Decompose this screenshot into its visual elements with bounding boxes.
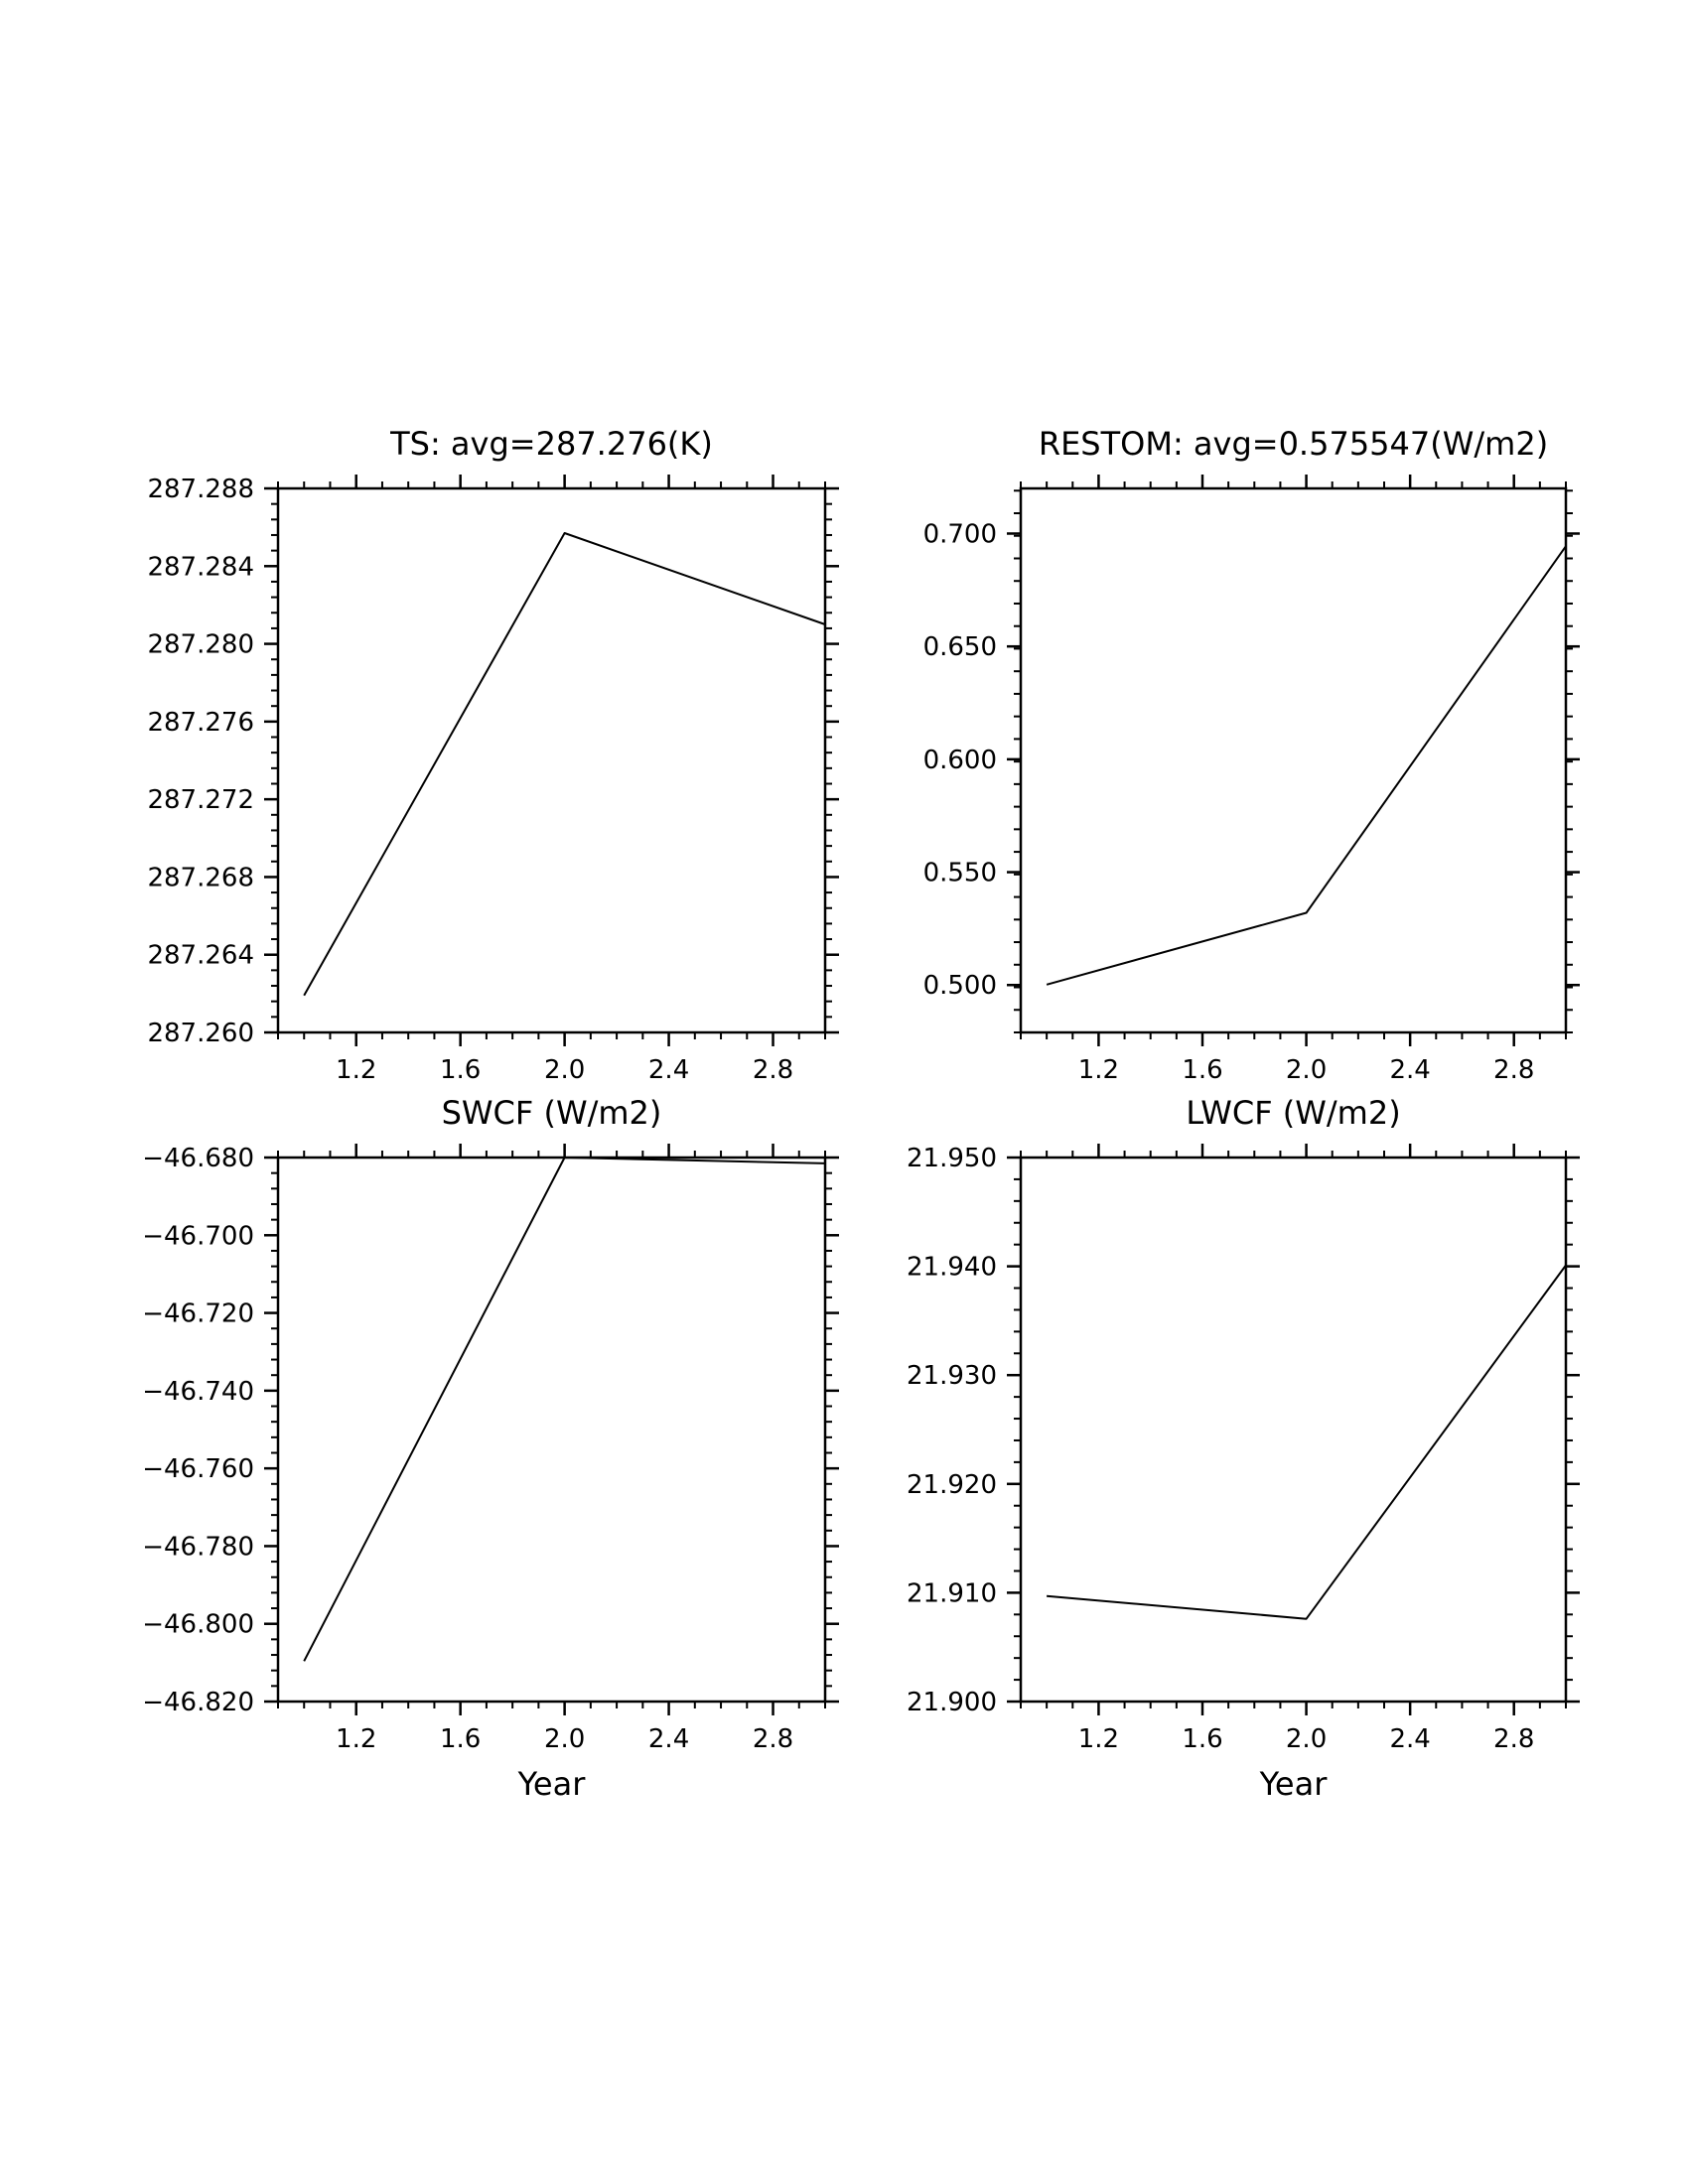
panel-restom: RESTOM: avg=0.575547(W/m2) 1.2 1.6 2.0 2.4 2.… [923,425,1580,1085]
restom-series-line [1046,545,1567,986]
ts-x-tick-label: 1.2 [336,1055,376,1085]
lwcf-x-tick-label: 1.2 [1078,1724,1119,1754]
ts-y-tick-label: 287.260 [147,1019,254,1048]
panel-ts: TS: avg=287.276(K) 1.2 1.6 2.0 2.4 2.8 287.260… [147,425,839,1085]
lwcf-x-tick-label: 1.6 [1182,1724,1222,1754]
swcf-y-tick-label: −46.740 [142,1377,254,1407]
ts-y-tick-label: 287.276 [147,708,254,738]
swcf-x-tick-label: 1.2 [336,1724,376,1754]
swcf-y-tick-label: −46.720 [142,1299,254,1329]
ts-x-tick-label: 2.8 [753,1055,793,1085]
lwcf-y-tick-label: 21.900 [907,1688,997,1717]
restom-x-tick-label: 1.2 [1078,1055,1119,1085]
ts-y-tick-label: 287.272 [147,785,254,815]
swcf-x-tick-label: 2.8 [753,1724,793,1754]
lwcf-y-tick-label: 21.930 [907,1361,997,1391]
ts-x-tick-label: 2.0 [544,1055,585,1085]
ts-y-tick-label: 287.268 [147,863,254,892]
lwcf-y-tick-label: 21.910 [907,1578,997,1608]
ts-x-tick-label: 1.6 [440,1055,481,1085]
restom-x-tick-label: 2.4 [1389,1055,1430,1085]
swcf-plot-frame [276,1156,827,1704]
swcf-x-axis-label: Year [517,1765,587,1803]
restom-y-tick-label: 0.650 [923,632,997,662]
panel-swcf: SWCF (W/m2) 1.2 1.6 2.0 2.4 2.8 −46.820 −46.800… [142,1094,839,1803]
lwcf-x-tick-label: 2.0 [1286,1724,1327,1754]
restom-y-tick-label: 0.500 [923,971,997,1001]
lwcf-y-tick-label: 21.940 [907,1253,997,1283]
ts-y-tick-label: 287.280 [147,630,254,660]
restom-title: RESTOM: avg=0.575547(W/m2) [1039,425,1548,463]
ts-series-line [303,532,826,997]
swcf-x-tick-label: 1.6 [440,1724,481,1754]
swcf-x-tick-label: 2.0 [544,1724,585,1754]
lwcf-title: LWCF (W/m2) [1186,1094,1400,1132]
lwcf-plot-frame [1019,1156,1568,1704]
restom-x-tick-label: 2.8 [1493,1055,1534,1085]
lwcf-y-tick-label: 21.920 [907,1470,997,1500]
swcf-series-line [303,1157,826,1662]
lwcf-series-line [1047,1264,1567,1620]
swcf-y-tick-label: −46.760 [142,1454,254,1484]
lwcf-x-tick-label: 2.8 [1493,1724,1534,1754]
ts-y-tick-label: 287.284 [147,552,254,582]
lwcf-x-tick-label: 2.4 [1389,1724,1430,1754]
swcf-y-tick-label: −46.800 [142,1610,254,1640]
restom-x-tick-label: 2.0 [1286,1055,1327,1085]
ts-y-tick-label: 287.288 [147,475,254,504]
restom-y-tick-label: 0.550 [923,859,997,888]
restom-y-tick-label: 0.700 [923,519,997,549]
panel-lwcf: LWCF (W/m2) 1.2 1.6 2.0 2.4 2.8 21.900 21.910 21… [907,1094,1580,1803]
swcf-y-tick-label: −46.780 [142,1532,254,1562]
ts-y-tick-label: 287.264 [147,941,254,971]
ts-title: TS: avg=287.276(K) [389,425,713,463]
swcf-y-tick-label: −46.820 [142,1688,254,1717]
ts-x-tick-label: 2.4 [648,1055,689,1085]
ts-plot-frame [276,486,827,1034]
swcf-title: SWCF (W/m2) [442,1094,662,1132]
restom-y-tick-label: 0.600 [923,746,997,775]
lwcf-x-axis-label: Year [1259,1765,1329,1803]
swcf-y-tick-label: −46.700 [142,1221,254,1251]
swcf-y-tick-label: −46.680 [142,1144,254,1173]
swcf-x-tick-label: 2.4 [648,1724,689,1754]
lwcf-y-tick-label: 21.950 [907,1144,997,1173]
restom-x-tick-label: 1.6 [1182,1055,1222,1085]
